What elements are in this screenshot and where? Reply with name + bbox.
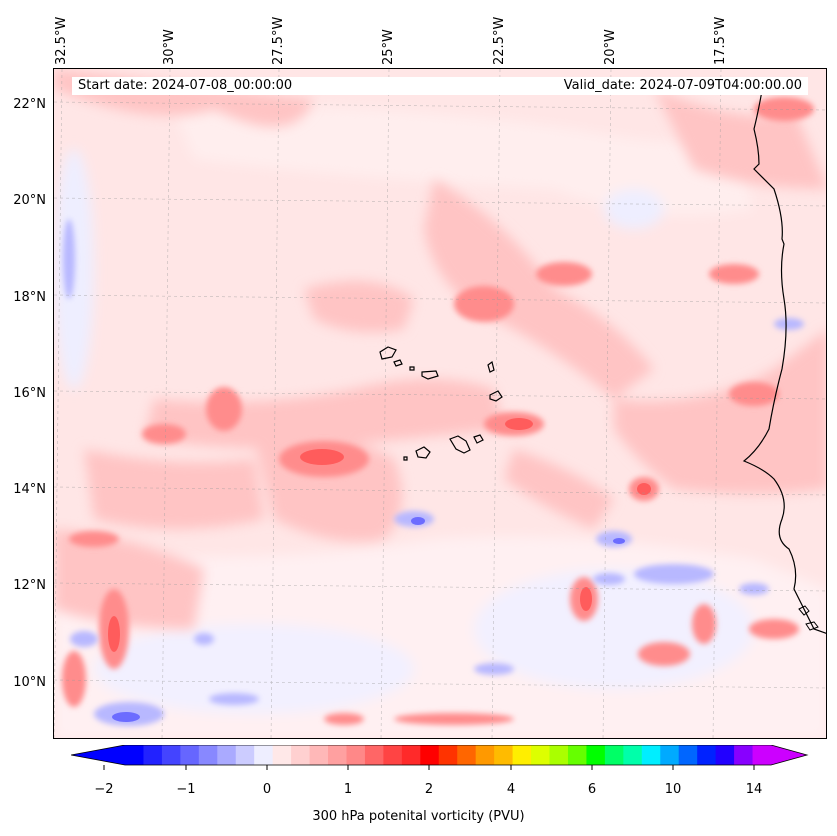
colorbar-segment [494, 745, 514, 765]
coastal-islands [798, 605, 819, 631]
longitude-label: 27.5°W [271, 16, 286, 65]
strong-negative-cores [112, 517, 625, 722]
cape-verde-islands [379, 346, 503, 461]
meridian-line [712, 69, 722, 738]
colorbar-segment [715, 745, 735, 765]
longitude-label: 17.5°W [713, 16, 728, 65]
latitude-label: 20°N [13, 193, 46, 208]
meridian-line [161, 69, 171, 738]
colorbar-segment [678, 745, 698, 765]
colorbar-segment [734, 745, 754, 765]
colorbar-segment [291, 745, 311, 765]
longitude-label: 25°W [381, 29, 396, 65]
latitude-label: 22°N [13, 97, 46, 112]
colorbar-segment [328, 745, 347, 765]
start-date-label: Start date: 2024-07-08_00:00:00 [72, 77, 544, 95]
africa-coastline [742, 78, 826, 634]
peak-pv-cores [108, 418, 651, 652]
colorbar-segment [641, 745, 661, 765]
low-pv-regions [54, 106, 826, 738]
colorbar-segment [198, 745, 218, 765]
colorbar-segment [438, 745, 458, 765]
colorbar-segment [364, 745, 384, 765]
meridian-line [270, 69, 280, 738]
colorbar-tick-label: 10 [664, 782, 682, 797]
colorbar-segment [143, 745, 163, 765]
colorbar-segment [272, 745, 292, 765]
colorbar-segment [531, 745, 551, 765]
pv-contour-field [54, 69, 826, 738]
colorbar-segment [475, 745, 495, 765]
colorbar-segment [161, 745, 181, 765]
colorbar-segment [420, 745, 440, 765]
colorbar-label: 300 hPa potenital vorticity (PVU) [312, 809, 525, 824]
latitude-label: 10°N [13, 675, 46, 690]
longitude-label: 32.5°W [54, 16, 69, 65]
colorbar-segment [604, 745, 624, 765]
colorbar-segment [383, 745, 403, 765]
colorbar-tick-label: 1 [343, 782, 353, 797]
map-panel: Start date: 2024-07-08_00:00:00 Valid_da… [53, 68, 827, 739]
colorbar [71, 745, 809, 770]
colorbar-tick-label: 4 [506, 782, 516, 797]
colorbar-tick-label: 6 [587, 782, 597, 797]
valid-date-label: Valid_date: 2024-07-09T04:00:00.00 [496, 77, 808, 95]
meridian-line [602, 69, 612, 738]
longitude-label: 30°W [162, 29, 177, 65]
colorbar-segment [567, 745, 587, 765]
colorbar-segment [346, 745, 366, 765]
colorbar-tick-label: −1 [176, 782, 196, 797]
latitude-label: 16°N [13, 386, 46, 401]
colorbar-segment [235, 745, 255, 765]
colorbar-segment [752, 745, 772, 765]
colorbar-segment [549, 745, 569, 765]
colorbar-segment [623, 745, 643, 765]
colorbar-segment [457, 745, 477, 765]
graticule [54, 69, 826, 738]
colorbar-tick-label: 0 [262, 782, 272, 797]
longitude-label: 20°W [603, 29, 618, 65]
longitude-label: 22.5°W [492, 16, 507, 65]
colorbar-segment [217, 745, 237, 765]
colorbar-tick-label: 2 [424, 782, 434, 797]
latitude-label: 18°N [13, 290, 46, 305]
colorbar-segment [309, 745, 329, 765]
latitude-label: 14°N [13, 482, 46, 497]
meridian-line [380, 69, 390, 738]
colorbar-segment [660, 745, 680, 765]
latitude-label: 12°N [13, 578, 46, 593]
colorbar-extend-low [71, 745, 125, 765]
meridian-line [54, 69, 63, 738]
meridian-line [491, 69, 501, 738]
colorbar-segment [586, 745, 606, 765]
colorbar-segment [401, 745, 421, 765]
colorbar-segment [254, 745, 274, 765]
colorbar-extend-high [771, 745, 807, 765]
colorbar-segment [697, 745, 717, 765]
colorbar-segment [512, 745, 532, 765]
colorbar-segment [125, 745, 144, 765]
colorbar-tick-label: −2 [94, 782, 114, 797]
colorbar-outline [71, 745, 809, 766]
colorbar-segment [180, 745, 200, 765]
colorbar-tick-label: 14 [745, 782, 763, 797]
